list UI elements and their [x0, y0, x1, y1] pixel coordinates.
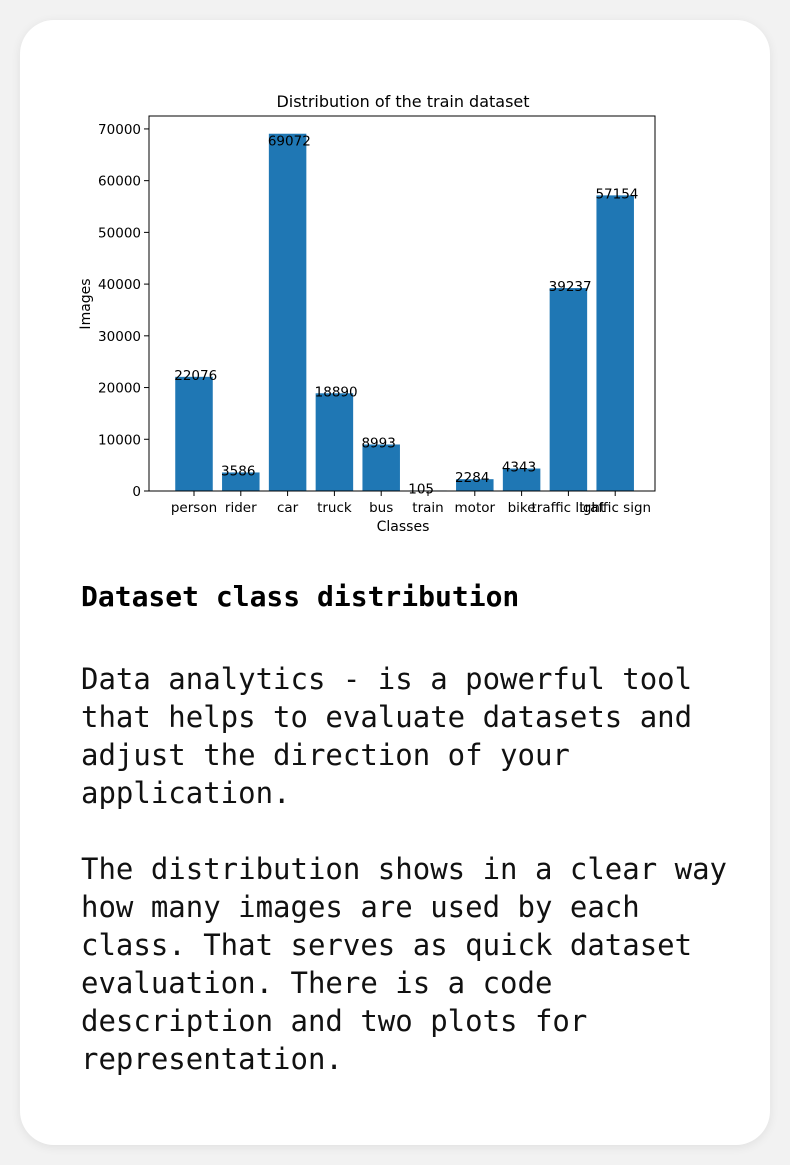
y-tick-label-3: 30000: [98, 329, 141, 345]
x-axis-label: Classes: [377, 519, 430, 535]
bar-value-label-person: 22076: [174, 368, 217, 384]
y-tick-label-6: 60000: [98, 174, 141, 190]
x-tick-label-traffic-sign: traffic sign: [579, 500, 651, 516]
chart-title: Distribution of the train dataset: [276, 92, 529, 111]
bar-traffic-light: [549, 288, 588, 491]
x-tick-label-person: person: [171, 500, 217, 516]
bar-bike: [502, 468, 541, 491]
bar-value-label-truck: 18890: [315, 384, 358, 400]
description-paragraph-2: The distribution shows in a clear way ho…: [81, 852, 728, 1076]
bar-car: [268, 133, 307, 492]
x-tick-label-train: train: [412, 500, 443, 516]
y-tick-label-7: 70000: [98, 122, 141, 138]
y-tick-label-0: 0: [132, 484, 141, 500]
x-tick-label-motor: motor: [455, 500, 496, 516]
content-card: Distribution of the train dataset 0 10000…: [20, 20, 770, 1145]
bar-value-label-motor: 2284: [455, 470, 489, 486]
x-tick-label-truck: truck: [317, 500, 352, 516]
section-title: Dataset class distribution: [81, 580, 520, 613]
y-tick-label-1: 10000: [98, 432, 141, 448]
x-tick-label-bike: bike: [508, 500, 536, 516]
bar-truck: [315, 393, 354, 491]
y-tick-label-4: 40000: [98, 277, 141, 293]
bar-person: [175, 376, 213, 491]
bar-value-label-bike: 4343: [502, 460, 536, 476]
bar-motor: [456, 479, 494, 491]
x-tick-label-traffic-light: traffic light: [531, 500, 605, 516]
bar-value-label-train: 105: [408, 481, 434, 497]
x-tick-label-rider: rider: [225, 500, 257, 516]
class-distribution-chart: Distribution of the train dataset 0 10000…: [78, 92, 656, 535]
bar-value-label-traffic-light: 39237: [549, 279, 592, 295]
bar-value-label-traffic-sign: 57154: [595, 186, 638, 202]
y-axis-label: Images: [78, 278, 94, 329]
x-axis-ticks: person rider car truck bus train motor biketraf…: [171, 491, 651, 516]
bar-rider: [222, 472, 260, 491]
y-tick-label-5: 50000: [98, 225, 141, 241]
bar-traffic-sign: [596, 195, 634, 491]
bar-value-labels: 22076 3586 69072 18890 8993 105 2284 4343 39237 5…: [174, 134, 638, 498]
y-axis-ticks: 0 10000 20000 30000 40000 50000 60000 70000: [98, 122, 149, 500]
bars-group: [175, 133, 634, 492]
x-tick-label-car: car: [277, 500, 299, 516]
bar-value-label-car: 69072: [268, 134, 311, 150]
y-tick-label-2: 20000: [98, 381, 141, 397]
plot-frame: [148, 115, 656, 492]
x-tick-label-bus: bus: [369, 500, 393, 516]
bar-value-label-rider: 3586: [221, 463, 255, 479]
description-paragraph-1: Data analytics - is a powerful tool that…: [81, 662, 693, 810]
bar-bus: [362, 444, 400, 491]
bar-value-label-bus: 8993: [361, 435, 395, 451]
